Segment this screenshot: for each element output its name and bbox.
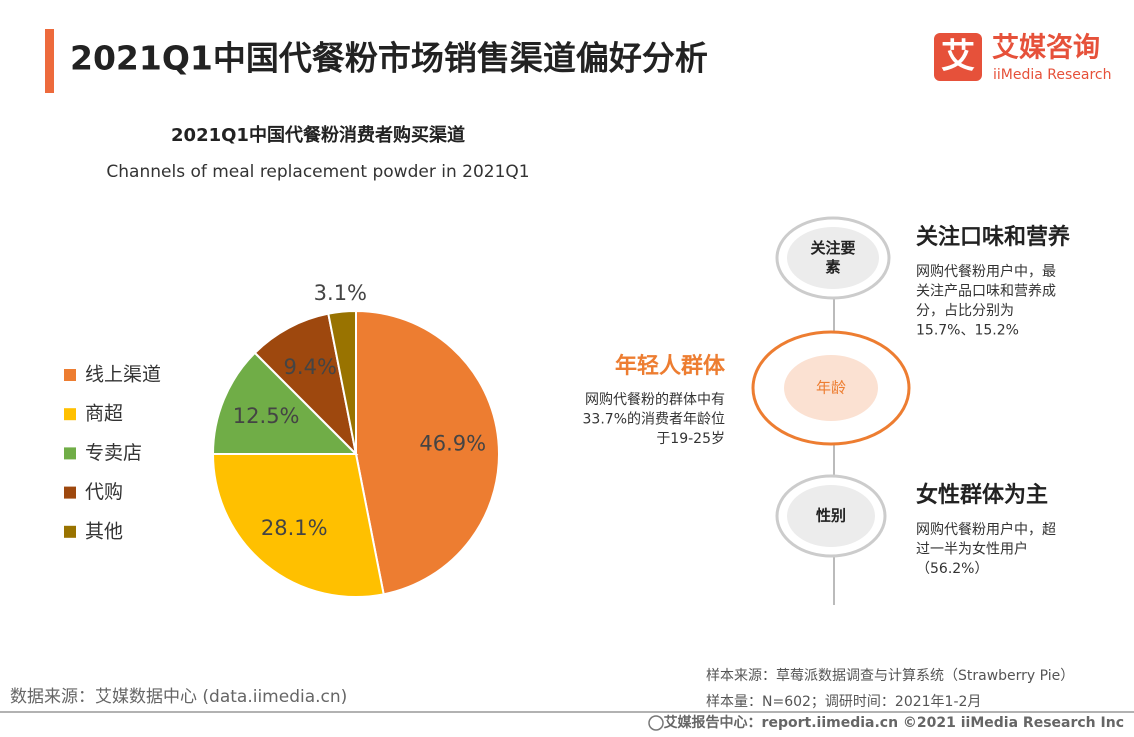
- legend-swatch: [64, 486, 76, 499]
- page-title: 2021Q1中国代餐粉市场销售渠道偏好分析: [70, 39, 708, 78]
- node-text: 网购代餐粉的群体中有: [585, 392, 725, 408]
- pie-slice: [327, 309, 357, 455]
- node-label: 性别: [816, 507, 846, 525]
- pie-slice: [211, 453, 385, 598]
- logo-en: iiMedia Research: [993, 67, 1112, 83]
- pie-slice: [355, 309, 500, 596]
- node-heading: 年轻人群体: [615, 353, 726, 379]
- logo-cn: 艾媒咨询: [992, 32, 1100, 64]
- legend-label: 商超: [85, 403, 123, 425]
- sample-source: 样本来源：草莓派数据调查与计算系统（Strawberry Pie）: [706, 668, 1074, 684]
- title-bar: [45, 29, 54, 93]
- logo-mark: 艾: [941, 37, 975, 77]
- legend-swatch: [64, 408, 76, 421]
- legend-swatch: [64, 369, 76, 381]
- legend-label: 代购: [85, 481, 123, 503]
- data-label: 12.5%: [233, 404, 300, 428]
- legend-label: 专卖店: [85, 442, 142, 464]
- legend-swatch: [64, 447, 76, 460]
- node-text: 关注产品口味和营养成: [916, 284, 1056, 300]
- node-label: 年龄: [816, 379, 846, 397]
- node-text: 33.7%的消费者年龄位: [583, 412, 725, 428]
- node-core: [784, 355, 878, 421]
- chart-subtitle: Channels of meal replacement powder in 2…: [106, 162, 529, 182]
- node-text: 网购代餐粉用户中，最: [916, 263, 1056, 280]
- node-text: 网购代餐粉用户中，超: [916, 521, 1056, 538]
- chart-title: 2021Q1中国代餐粉消费者购买渠道: [171, 124, 465, 146]
- globe-icon: [648, 715, 664, 731]
- logo-box: [934, 33, 982, 81]
- node-text: （56.2%）: [916, 561, 988, 577]
- node-heading: 关注口味和营养: [916, 224, 1070, 250]
- data-label: 28.1%: [261, 516, 328, 540]
- legend-swatch: [64, 525, 76, 538]
- node-text: 于19-25岁: [656, 431, 725, 447]
- node-text: 过一半为女性用户: [916, 541, 1028, 558]
- pie-slice: [211, 351, 359, 455]
- node-text: 15.7%、15.2%: [916, 323, 1019, 339]
- data-label: 3.1%: [314, 281, 367, 305]
- pie-slice: [253, 312, 358, 458]
- node-core: [787, 485, 875, 547]
- copyright: 艾媒报告中心：report.iimedia.cn ©2021 iiMedia R…: [664, 714, 1124, 731]
- sample-size: 样本量：N=602；调研时间：2021年1-2月: [706, 694, 981, 710]
- source: 数据来源：艾媒数据中心 (data.iimedia.cn): [10, 687, 347, 707]
- data-label: 9.4%: [284, 355, 337, 379]
- legend-label: 线上渠道: [85, 364, 161, 386]
- node-heading: 女性群体为主: [916, 482, 1048, 508]
- node-text: 分，占比分别为: [916, 303, 1014, 319]
- node-label: 素: [825, 258, 840, 276]
- node-label: 关注要: [810, 239, 855, 257]
- legend-label: 其他: [85, 520, 123, 542]
- node-core: [787, 227, 879, 289]
- data-label: 46.9%: [419, 432, 486, 456]
